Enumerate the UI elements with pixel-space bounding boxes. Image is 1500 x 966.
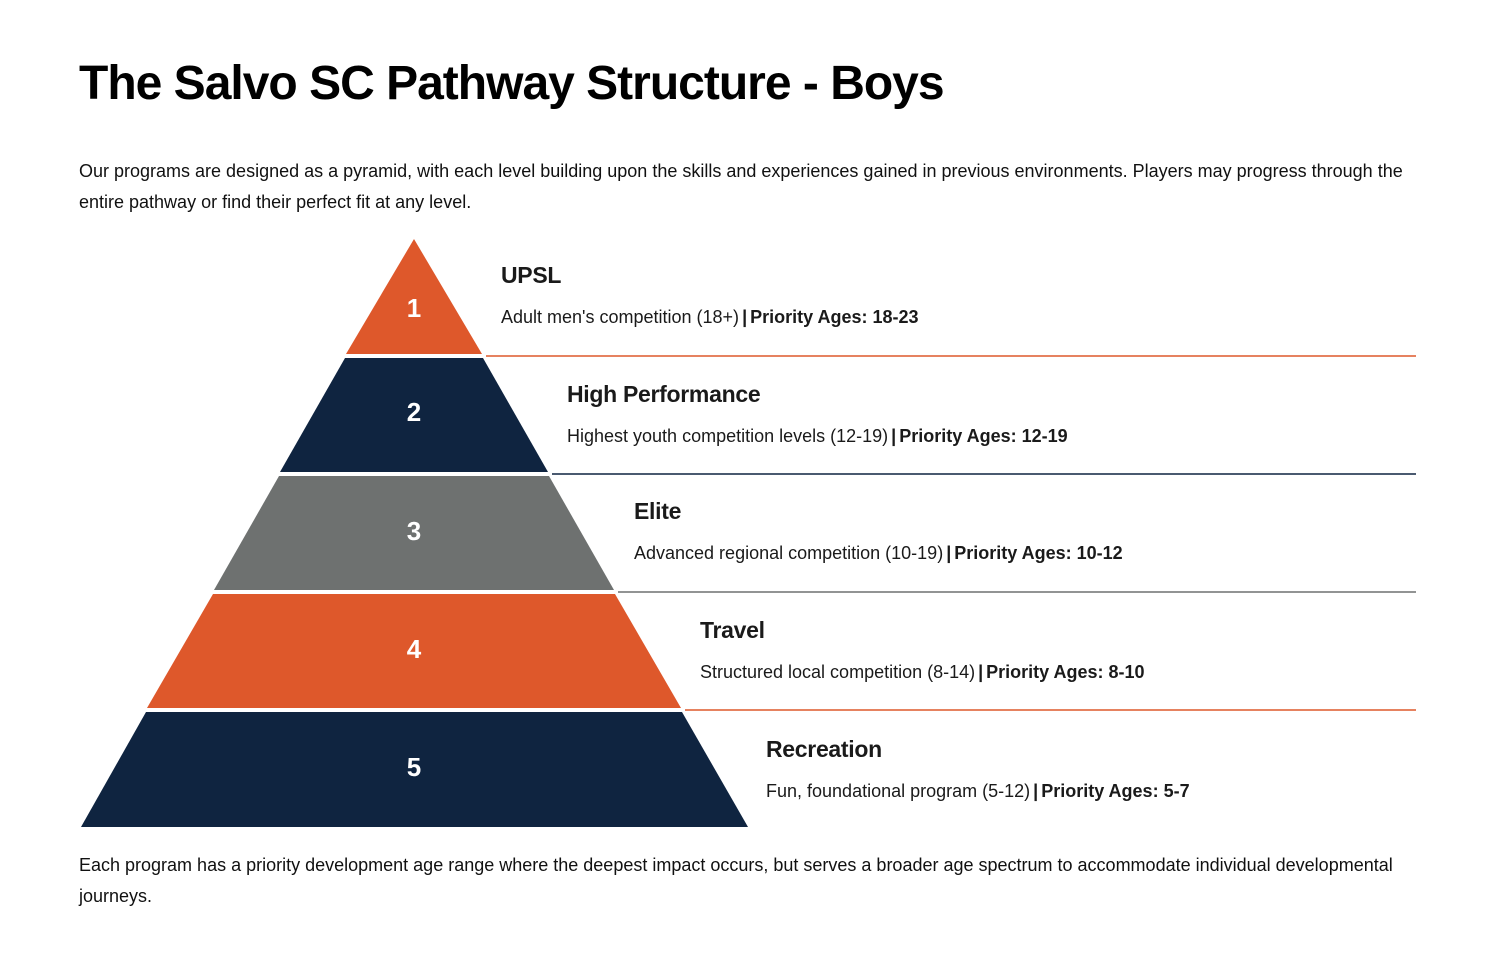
pyramid-level-5 <box>81 712 748 827</box>
pyramid-level-1 <box>346 239 482 354</box>
level-2-priority-ages: Priority Ages: 12-19 <box>899 426 1068 446</box>
level-1-details: Adult men's competition (18+) | Priority A… <box>501 305 919 329</box>
level-1-name: UPSL <box>501 262 562 288</box>
level-2-info: High Performance Highest youth competiti… <box>567 380 1068 448</box>
level-5-number: 5 <box>407 752 421 782</box>
page-title: The Salvo SC Pathway Structure - Boys <box>79 57 945 110</box>
pyramid-level-3 <box>214 476 614 590</box>
level-1-separator: | <box>742 307 748 327</box>
level-5-separator: | <box>1033 781 1039 801</box>
footnote-paragraph: Each program has a priority development … <box>79 855 1393 906</box>
level-2-description: Highest youth competition levels (12-19) <box>567 426 889 446</box>
level-1-priority-ages: Priority Ages: 18-23 <box>750 307 919 327</box>
pyramid-level-4 <box>147 594 681 708</box>
level-5-name: Recreation <box>766 736 882 762</box>
level-2-separator: | <box>891 426 897 446</box>
level-3-name: Elite <box>634 498 682 524</box>
level-1-description: Adult men's competition (18+) <box>501 307 740 327</box>
intro-paragraph: Our programs are designed as a pyramid, … <box>79 161 1403 212</box>
level-3-number: 3 <box>407 516 421 546</box>
level-5-info: Recreation Fun, foundational program (5-… <box>766 735 1190 803</box>
level-3-info: Elite Advanced regional competition (10-… <box>634 497 1123 565</box>
level-4-name: Travel <box>700 617 765 643</box>
level-3-description: Advanced regional competition (10-19) <box>634 543 944 563</box>
level-4-description: Structured local competition (8-14) <box>700 662 976 682</box>
level-2-number: 2 <box>407 397 421 427</box>
level-4-priority-ages: Priority Ages: 8-10 <box>986 662 1145 682</box>
level-4-info: Travel Structured local competition (8-1… <box>700 616 1145 684</box>
level-5-description: Fun, foundational program (5-12) <box>766 781 1031 801</box>
level-3-priority-ages: Priority Ages: 10-12 <box>954 543 1123 563</box>
level-2-name: High Performance <box>567 381 761 407</box>
level-2-details: Highest youth competition levels (12-19)… <box>567 424 1068 448</box>
level-5-priority-ages: Priority Ages: 5-7 <box>1041 781 1190 801</box>
pyramid-level-2 <box>280 358 548 472</box>
level-5-details: Fun, foundational program (5-12) | Priorit… <box>766 779 1190 803</box>
level-4-details: Structured local competition (8-14) | Prio… <box>700 660 1145 684</box>
level-1-info: UPSL Adult men's competition (18+) | Prior… <box>501 261 919 329</box>
level-3-separator: | <box>946 543 952 563</box>
level-3-details: Advanced regional competition (10-19) | Pr… <box>634 541 1123 565</box>
level-1-number: 1 <box>407 293 421 323</box>
level-4-number: 4 <box>407 634 422 664</box>
level-4-separator: | <box>978 662 984 682</box>
